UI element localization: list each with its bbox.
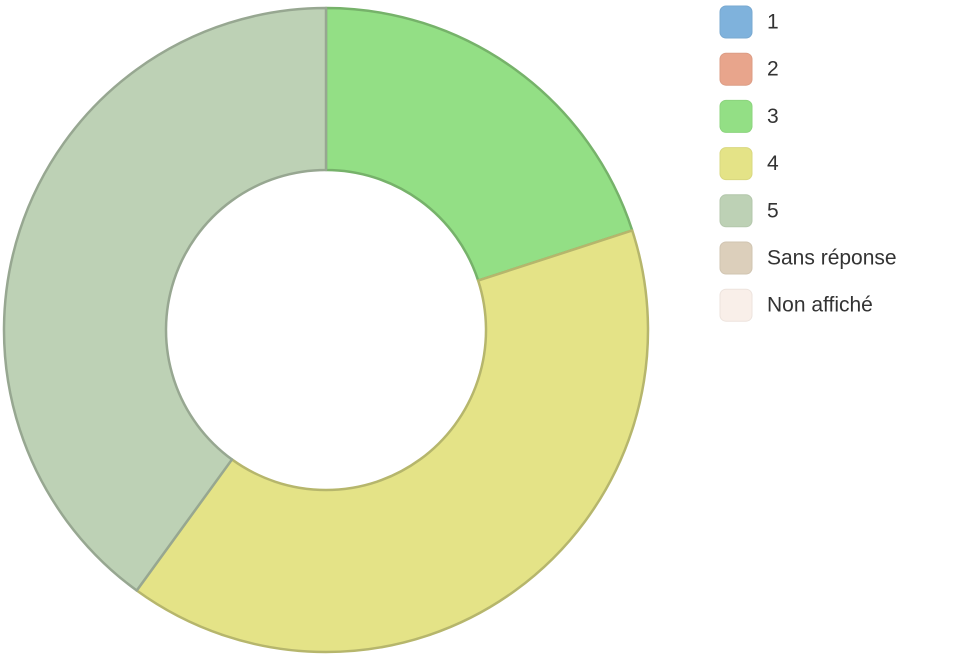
legend-swatch [719, 147, 753, 181]
legend-swatch [719, 52, 753, 86]
legend-label: 4 [767, 152, 779, 175]
donut-segment [135, 229, 650, 654]
legend-label: 5 [767, 199, 779, 222]
legend-label: 3 [767, 105, 779, 128]
legend-swatch [719, 99, 753, 133]
legend-swatch [719, 5, 753, 39]
donut-segment [2, 6, 328, 592]
legend-label: 1 [767, 11, 779, 34]
legend-label: Sans réponse [767, 247, 897, 270]
donut-segment [324, 6, 634, 282]
legend-swatch [719, 194, 753, 228]
legend-label: 2 [767, 58, 779, 81]
legend-swatch [719, 288, 753, 322]
legend-swatch [719, 241, 753, 275]
legend-label: Non affiché [767, 294, 873, 317]
